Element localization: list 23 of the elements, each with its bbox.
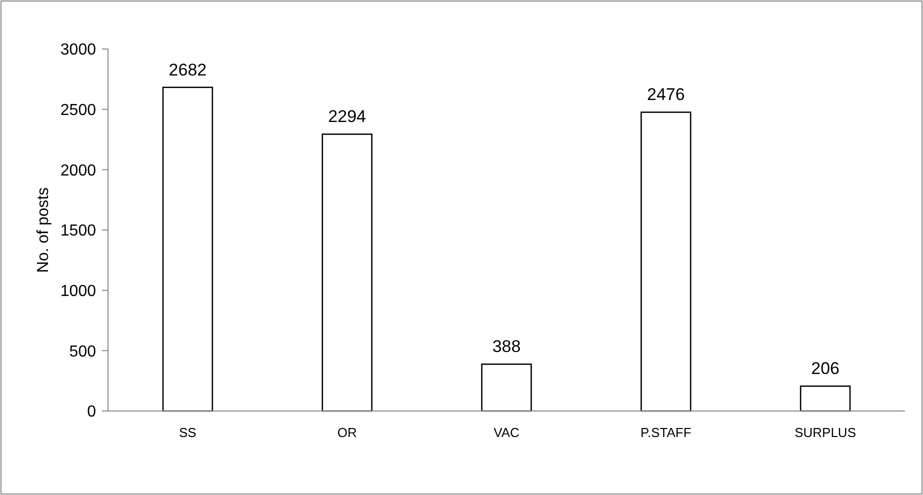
data-label: 2476	[646, 85, 685, 104]
y-axis-title: No. of posts	[35, 187, 52, 273]
data-label: 2294	[328, 107, 366, 126]
bar	[800, 385, 851, 412]
x-tick-label: SS	[179, 425, 197, 440]
y-tick-label: 2000	[60, 162, 96, 180]
y-tick-label: 500	[69, 343, 96, 360]
bar	[162, 86, 214, 412]
x-tick-label: VAC	[494, 425, 520, 440]
y-tick-label: 3000	[60, 42, 96, 59]
bar	[640, 112, 692, 412]
y-tick-label: 2500	[60, 102, 96, 119]
bar	[481, 364, 532, 412]
y-tick-label: 1500	[60, 222, 96, 240]
y-tick-label: 0	[87, 404, 96, 421]
bar	[322, 134, 372, 412]
data-label: 206	[811, 359, 840, 378]
x-tick-label: OR	[337, 425, 357, 440]
x-tick-label: SURPLUS	[794, 425, 856, 440]
y-tick-label: 1000	[60, 282, 96, 300]
data-label: 2682	[168, 60, 207, 80]
data-label: 388	[492, 337, 521, 356]
x-tick-label: P.STAFF	[640, 425, 692, 440]
